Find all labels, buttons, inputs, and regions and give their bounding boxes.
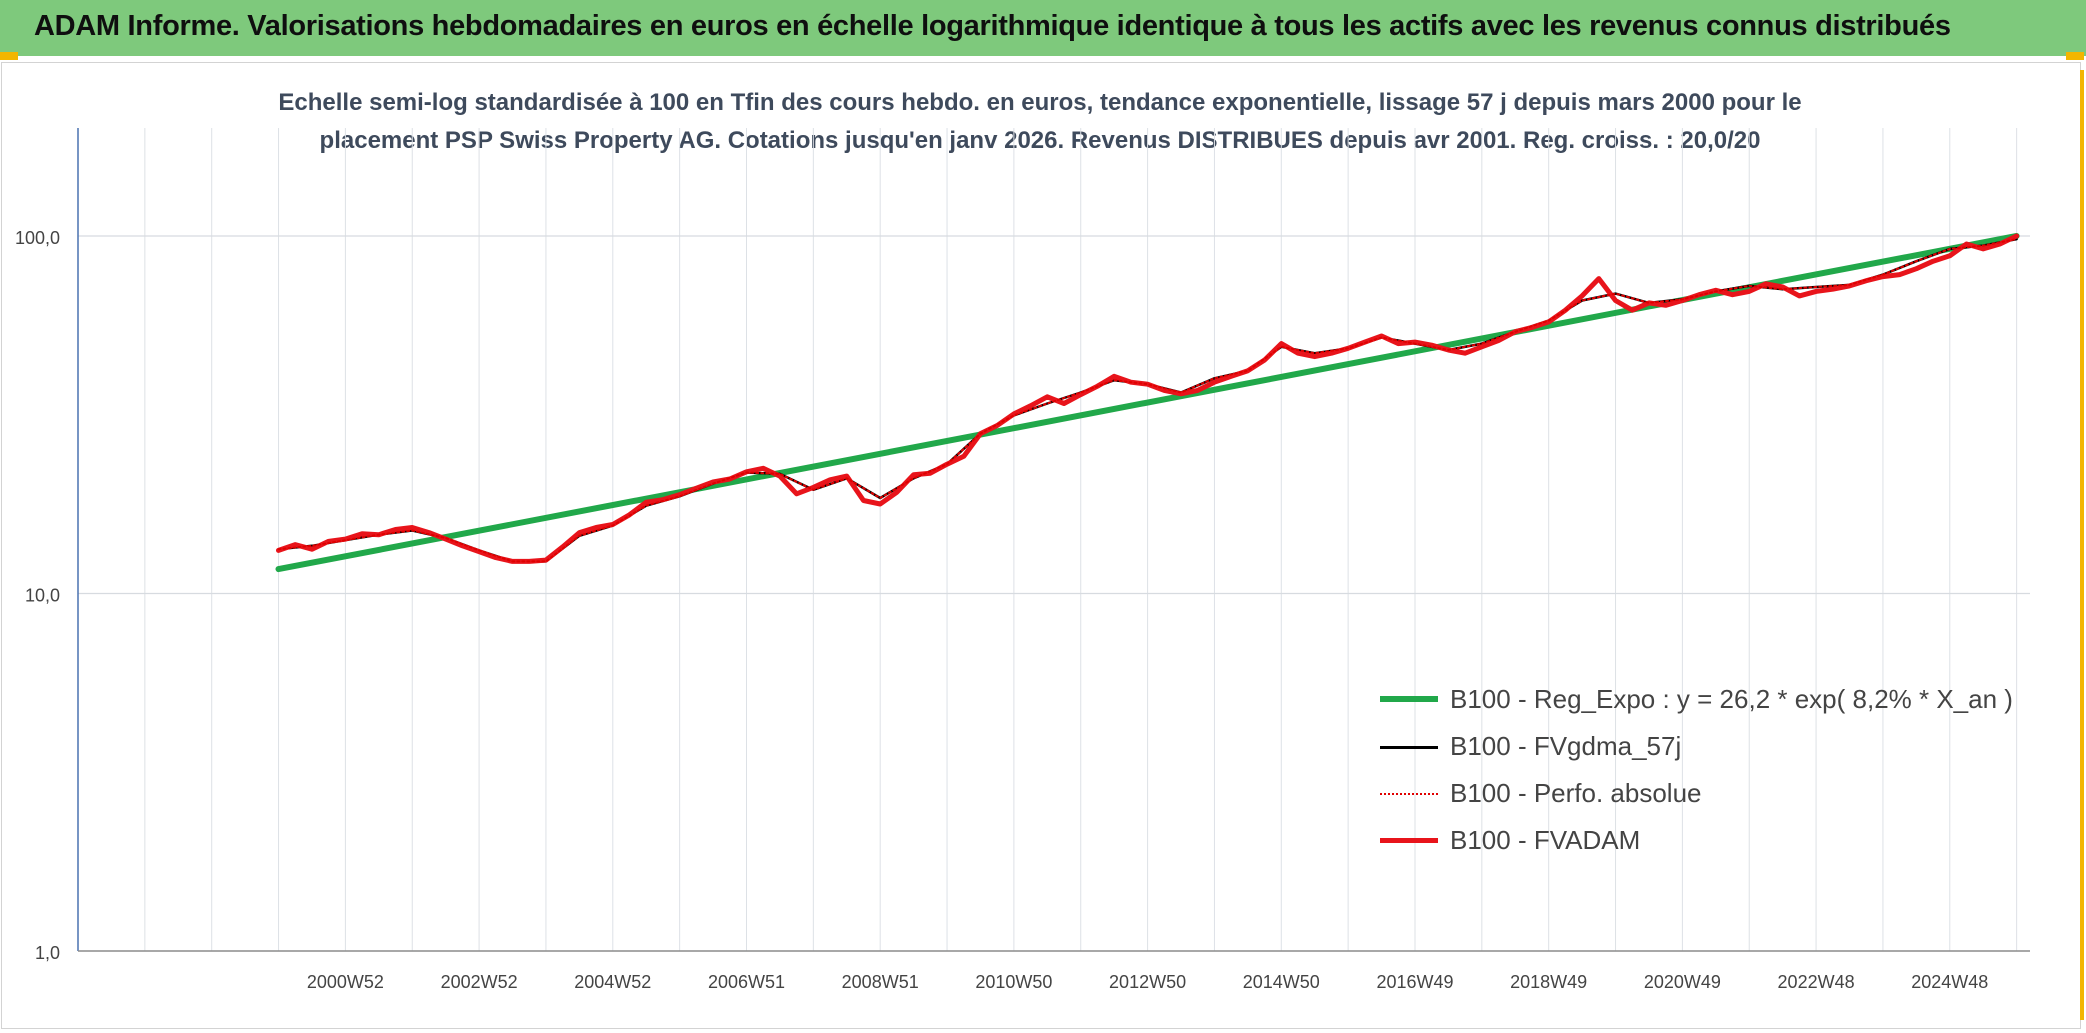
x-tick-label: 2012W50	[1109, 972, 1186, 992]
legend-swatch-fvgdma	[1380, 746, 1438, 749]
legend-label-fvgdma: B100 - FVgdma_57j	[1450, 731, 1682, 761]
y-tick-label: 10,0	[25, 586, 60, 606]
report-banner: ADAM Informe. Valorisations hebdomadaire…	[0, 0, 2086, 56]
corner-marker-left	[0, 52, 18, 60]
frame-edge-marker	[2080, 70, 2084, 1020]
x-tick-label: 2014W50	[1243, 972, 1320, 992]
x-tick-label: 2004W52	[574, 972, 651, 992]
legend-item-perfo-absolue: B100 - Perfo. absolue	[1380, 774, 2020, 821]
legend-swatch-reg-expo	[1380, 696, 1438, 702]
x-tick-label: 2000W52	[307, 972, 384, 992]
chart-subtitle-line-2: placement PSP Swiss Property AG. Cotatio…	[319, 127, 1761, 154]
x-tick-label: 2008W51	[842, 972, 919, 992]
legend-label-fvadam: B100 - FVADAM	[1450, 825, 1641, 855]
y-tick-label: 100,0	[15, 228, 60, 248]
x-tick-label: 2010W50	[975, 972, 1052, 992]
x-tick-label: 2024W48	[1911, 972, 1988, 992]
x-tick-label: 2006W51	[708, 972, 785, 992]
chart-legend: B100 - Reg_Expo : y = 26,2 * exp( 8,2% *…	[1380, 680, 2020, 868]
legend-swatch-perfo-absolue	[1380, 793, 1438, 795]
x-tick-label: 2018W49	[1510, 972, 1587, 992]
x-tick-label: 2020W49	[1644, 972, 1721, 992]
legend-swatch-fvadam	[1380, 838, 1438, 843]
series-line-fvadam	[276, 233, 2020, 564]
report-title: ADAM Informe. Valorisations hebdomadaire…	[34, 10, 1951, 42]
x-tick-label: 2022W48	[1778, 972, 1855, 992]
x-tick-label: 2016W49	[1376, 972, 1453, 992]
legend-item-reg-expo: B100 - Reg_Expo : y = 26,2 * exp( 8,2% *…	[1380, 680, 2020, 727]
legend-label-reg-expo: B100 - Reg_Expo : y = 26,2 * exp( 8,2% *…	[1450, 684, 2013, 714]
corner-marker-right	[2066, 52, 2084, 60]
chart-subtitle: Echelle semi-log standardisée à 100 en T…	[160, 84, 1920, 160]
y-tick-label: 1,0	[35, 943, 60, 963]
series-line-perfo-absolue	[277, 238, 2018, 563]
chart-subtitle-line-1: Echelle semi-log standardisée à 100 en T…	[278, 89, 1802, 116]
legend-item-fvgdma: B100 - FVgdma_57j	[1380, 727, 2020, 774]
legend-item-fvadam: B100 - FVADAM	[1380, 821, 2020, 868]
x-tick-label: 2002W52	[441, 972, 518, 992]
legend-label-perfo-absolue: B100 - Perfo. absolue	[1450, 778, 1702, 808]
